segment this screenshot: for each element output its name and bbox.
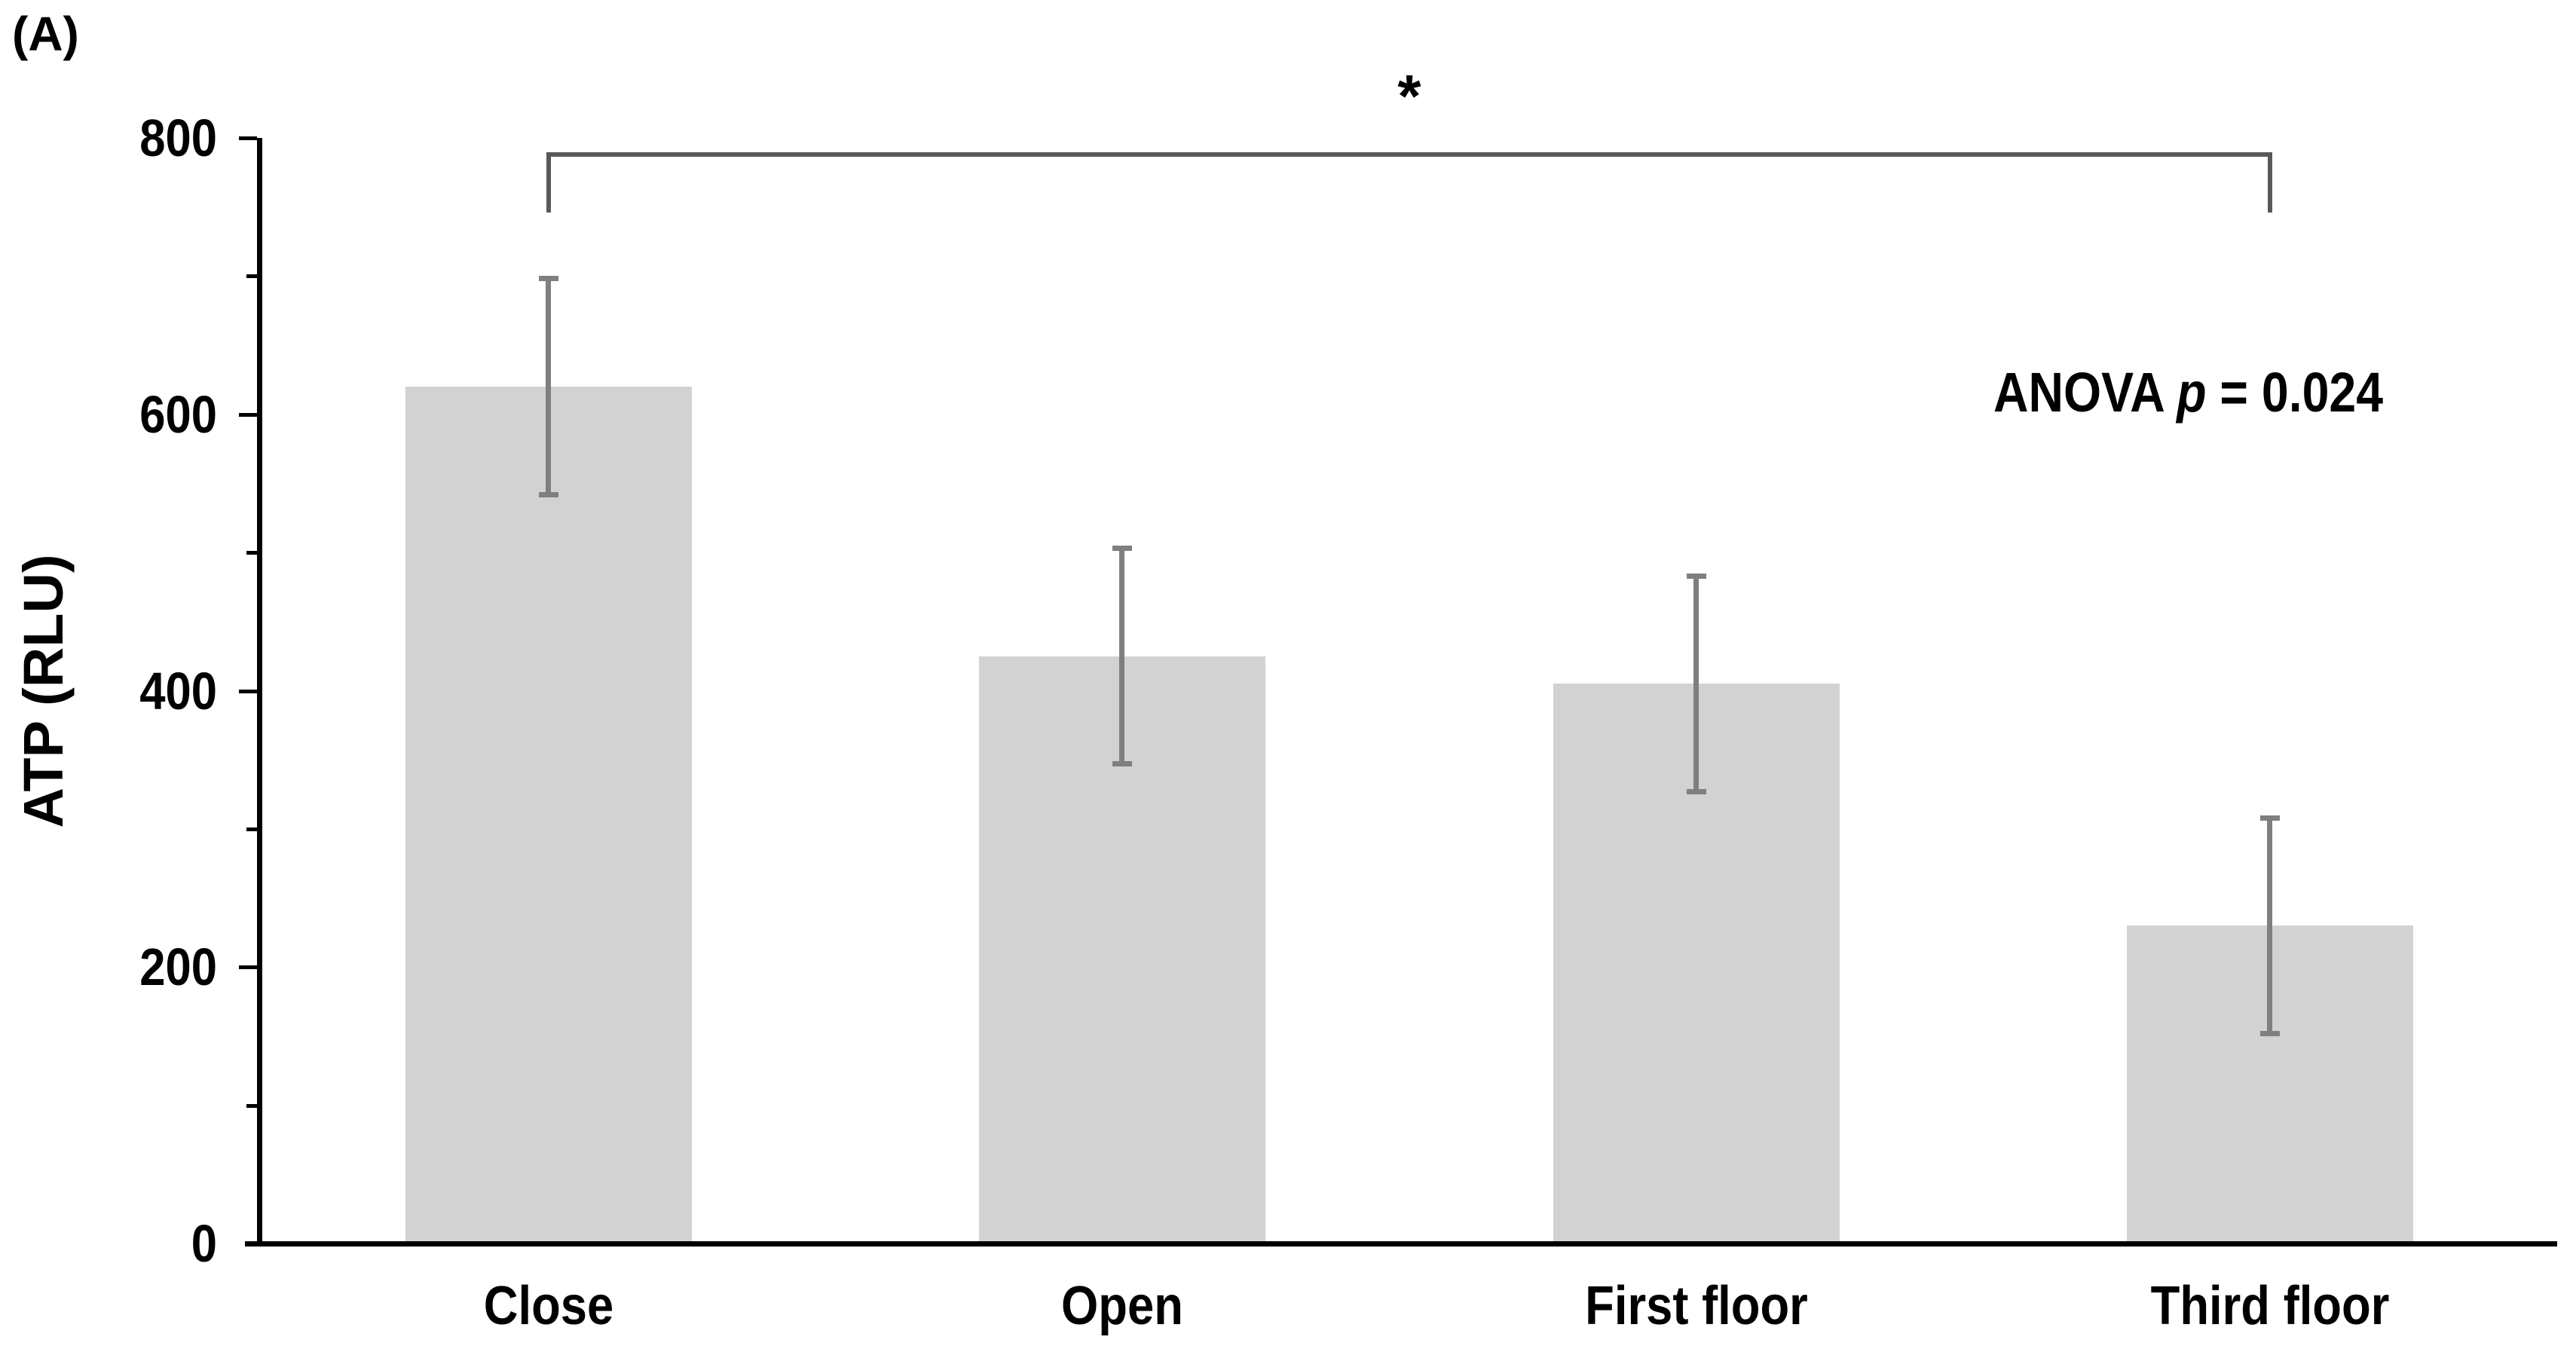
- anova-p-symbol: p: [2177, 361, 2207, 424]
- y-axis-minor-tick: [246, 551, 257, 555]
- x-axis-label-third-floor: Third floor: [2150, 1276, 2390, 1336]
- bar-close: [405, 387, 692, 1241]
- y-axis-line: [257, 138, 262, 1247]
- error-bar-cap-bottom-open: [1112, 761, 1132, 766]
- y-axis-major-tick: [239, 136, 257, 140]
- significance-bracket-right-drop: [2268, 152, 2272, 213]
- anova-annotation: ANOVA p = 0.024: [1993, 363, 2383, 422]
- error-bar-cap-top-third-floor: [2260, 815, 2280, 821]
- error-bar-cap-bottom-close: [539, 492, 558, 497]
- x-axis-label-close: Close: [483, 1276, 614, 1336]
- anova-prefix: ANOVA: [1993, 361, 2177, 424]
- error-bar-cap-top-open: [1112, 546, 1132, 551]
- panel-label: (A): [12, 7, 79, 61]
- error-bar-cap-bottom-first-floor: [1687, 789, 1706, 794]
- significance-bracket-line: [546, 152, 2272, 157]
- error-bar-cap-top-close: [539, 276, 558, 281]
- significance-asterisk: *: [1397, 63, 1421, 130]
- error-bar-cap-top-first-floor: [1687, 574, 1706, 579]
- y-axis-tick-label: 800: [139, 109, 217, 167]
- y-axis-major-tick: [239, 965, 257, 969]
- x-axis-line: [245, 1241, 2557, 1247]
- y-axis-tick-label: 0: [191, 1214, 217, 1273]
- y-axis-major-tick: [239, 413, 257, 417]
- y-axis-minor-tick: [246, 827, 257, 831]
- error-bar-open: [1119, 546, 1124, 766]
- y-axis-tick-label: 400: [139, 662, 217, 720]
- y-axis-minor-tick: [246, 274, 257, 278]
- significance-bracket-left-drop: [546, 152, 551, 213]
- error-bar-first-floor: [1693, 574, 1699, 794]
- x-axis-label-open: Open: [1061, 1276, 1183, 1336]
- y-axis-minor-tick: [246, 1104, 257, 1108]
- y-axis-tick-label: 600: [139, 385, 217, 444]
- error-bar-third-floor: [2267, 815, 2272, 1036]
- anova-value: = 0.024: [2206, 361, 2384, 424]
- y-axis-tick-label: 200: [139, 938, 217, 996]
- y-axis-major-tick: [239, 690, 257, 693]
- x-axis-label-first-floor: First floor: [1585, 1276, 1808, 1336]
- error-bar-cap-bottom-third-floor: [2260, 1031, 2280, 1036]
- error-bar-close: [546, 276, 551, 497]
